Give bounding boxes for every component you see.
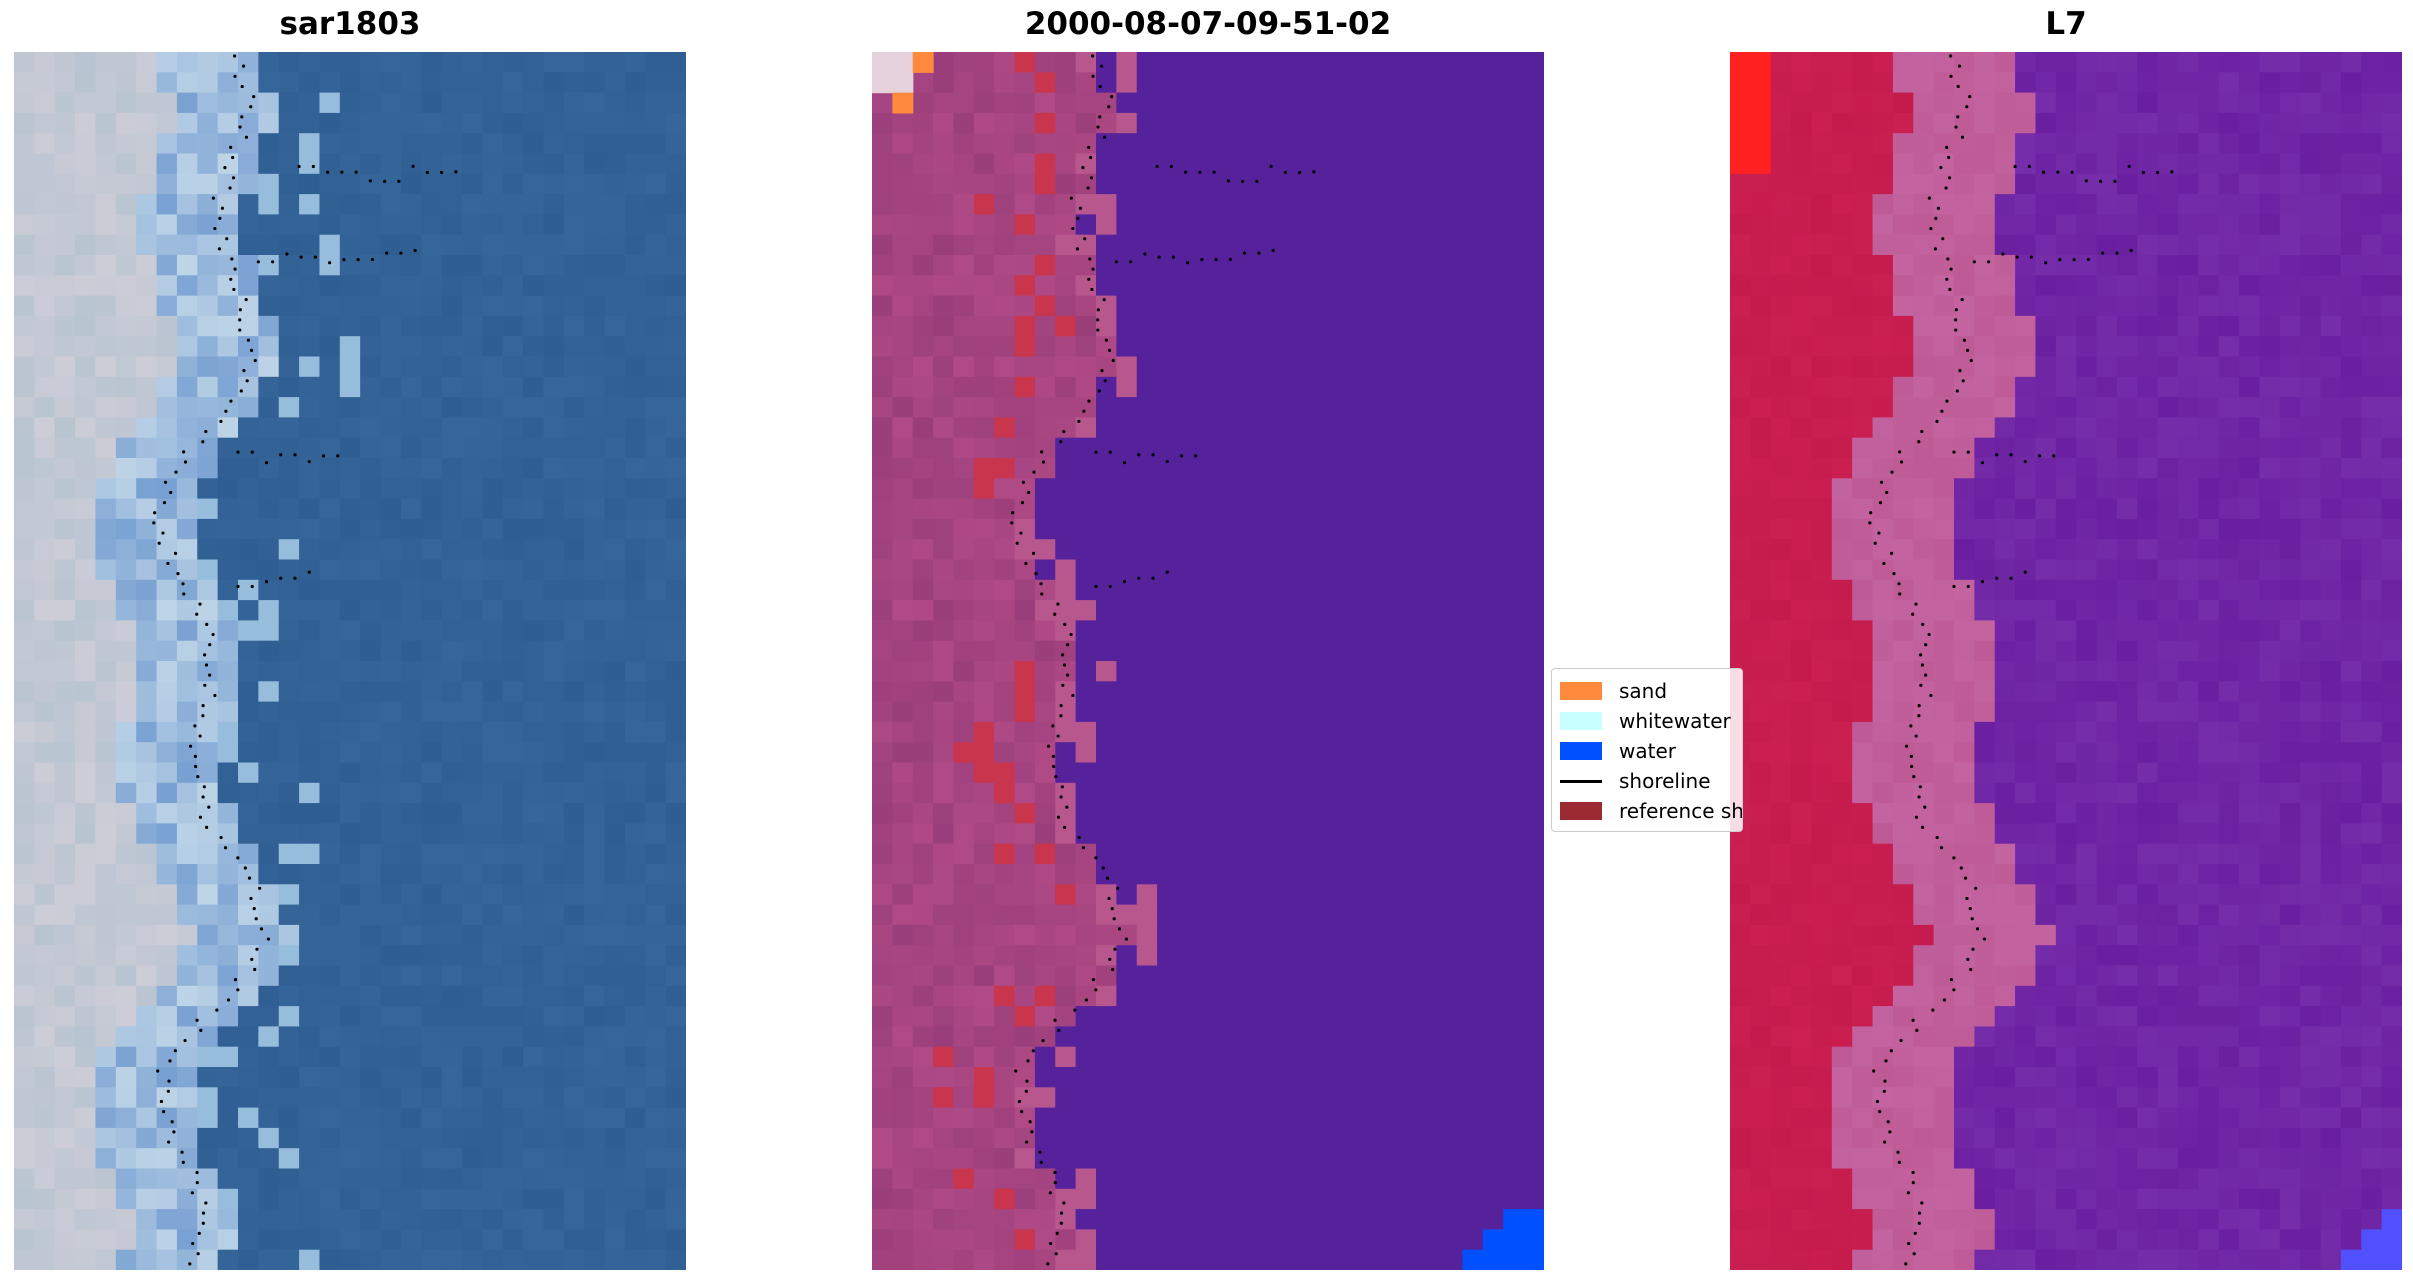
legend-label-reference-buffer: reference shoreline buffer bbox=[1619, 799, 1743, 823]
shoreline-line-icon bbox=[1560, 779, 1602, 783]
panel-title-rgb: sar1803 bbox=[279, 6, 421, 42]
reference-buffer-swatch bbox=[1560, 802, 1602, 820]
legend-item-sand: sand bbox=[1560, 678, 1667, 704]
legend-label-whitewater: whitewater bbox=[1619, 709, 1731, 733]
legend: sand whitewater water shoreline referenc… bbox=[1551, 668, 1743, 832]
whitewater-swatch bbox=[1560, 712, 1602, 730]
legend-label-water: water bbox=[1619, 739, 1676, 763]
index-panel: L7 bbox=[1730, 0, 2402, 1283]
classification-panel: 2000-08-07-09-51-02 bbox=[872, 0, 1544, 1283]
legend-label-shoreline: shoreline bbox=[1619, 769, 1711, 793]
sand-swatch bbox=[1560, 682, 1602, 700]
rgb-panel: sar1803 bbox=[14, 0, 686, 1283]
panel-title-date: 2000-08-07-09-51-02 bbox=[1024, 6, 1392, 42]
panel-title-satellite: L7 bbox=[2045, 6, 2087, 42]
water-swatch bbox=[1560, 742, 1602, 760]
legend-item-water: water bbox=[1560, 738, 1676, 764]
satellite-rgb-image bbox=[14, 52, 686, 1270]
classified-image bbox=[872, 52, 1544, 1270]
water-index-image bbox=[1730, 52, 2402, 1270]
legend-item-reference-buffer: reference shoreline buffer bbox=[1560, 798, 1743, 824]
legend-item-whitewater: whitewater bbox=[1560, 708, 1731, 734]
legend-item-shoreline: shoreline bbox=[1560, 768, 1711, 794]
legend-label-sand: sand bbox=[1619, 679, 1668, 703]
